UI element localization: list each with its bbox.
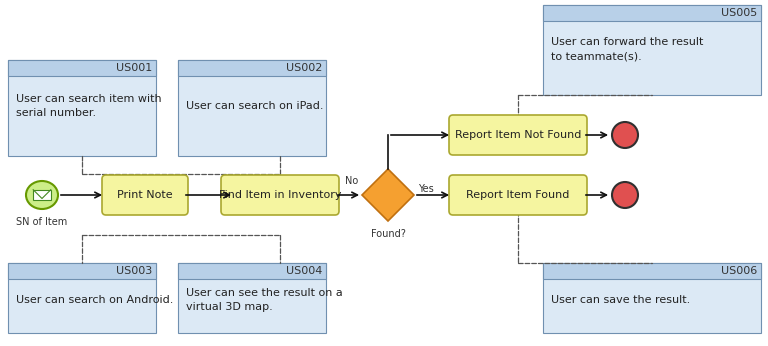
Text: User can forward the result
to teammate(s).: User can forward the result to teammate(… [551, 37, 703, 61]
FancyBboxPatch shape [102, 175, 188, 215]
Bar [33, 190, 51, 200]
Text: US002: US002 [286, 63, 322, 73]
FancyBboxPatch shape [449, 175, 587, 215]
Text: US004: US004 [286, 266, 322, 276]
FancyBboxPatch shape [221, 175, 339, 215]
Text: Print Note: Print Note [118, 190, 173, 200]
Text: User can search on iPad.: User can search on iPad. [186, 101, 323, 111]
Bar [543, 5, 761, 95]
Text: SN of Item: SN of Item [16, 217, 68, 227]
Bar [178, 263, 326, 333]
Text: Report Item Not Found: Report Item Not Found [455, 130, 581, 140]
Bar [178, 263, 326, 279]
Circle shape [612, 182, 638, 208]
Bar [8, 263, 156, 279]
Circle shape [612, 122, 638, 148]
Text: US005: US005 [720, 8, 757, 18]
Text: US003: US003 [116, 266, 152, 276]
Ellipse shape [26, 181, 58, 209]
Bar [8, 60, 156, 156]
Text: User can search item with
serial number.: User can search item with serial number. [16, 94, 161, 118]
Text: No: No [345, 176, 358, 186]
Bar [543, 263, 761, 279]
Bar [178, 60, 326, 76]
Bar [8, 263, 156, 333]
Text: Report Item Found: Report Item Found [466, 190, 570, 200]
Text: User can see the result on a
virtual 3D map.: User can see the result on a virtual 3D … [186, 288, 343, 311]
Text: User can save the result.: User can save the result. [551, 294, 690, 304]
FancyBboxPatch shape [449, 115, 587, 155]
Bar [178, 60, 326, 156]
Text: User can search on Android.: User can search on Android. [16, 294, 174, 304]
Text: US001: US001 [116, 63, 152, 73]
Text: US006: US006 [720, 266, 757, 276]
Bar [543, 263, 761, 333]
Polygon shape [362, 169, 414, 221]
Bar [8, 60, 156, 76]
Text: Found?: Found? [371, 229, 406, 239]
Text: Yes: Yes [418, 184, 434, 194]
Bar [543, 5, 761, 21]
Text: Find Item in Inventory: Find Item in Inventory [219, 190, 341, 200]
